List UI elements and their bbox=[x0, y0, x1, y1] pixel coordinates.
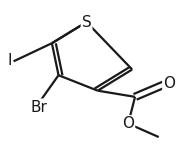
Text: S: S bbox=[82, 15, 91, 29]
Text: O: O bbox=[122, 116, 134, 131]
Text: I: I bbox=[7, 54, 12, 68]
Text: O: O bbox=[163, 76, 175, 91]
Text: Br: Br bbox=[31, 100, 48, 115]
